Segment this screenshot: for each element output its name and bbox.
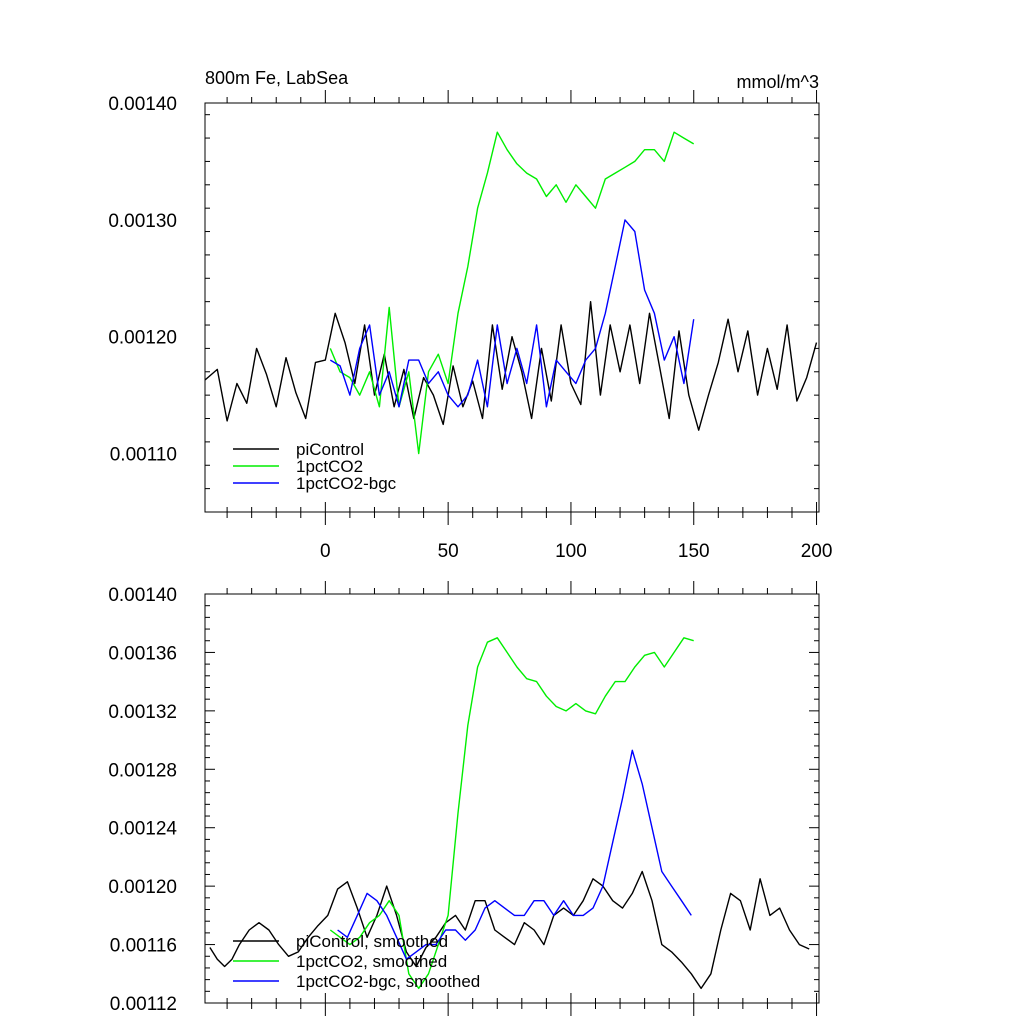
y-tick-label: 0.00136 bbox=[108, 643, 177, 664]
legend-label: 1pctCO2-bgc, smoothed bbox=[296, 972, 480, 991]
y-tick-label: 0.00112 bbox=[110, 994, 177, 1015]
bottom-chart-panel: 0.00112 0.00116 0.00120 0.00124 0.00128 0.001… bbox=[108, 581, 820, 1016]
chart-title: 800m Fe, LabSea bbox=[205, 68, 349, 88]
x-tick-label: 200 bbox=[801, 541, 833, 562]
units-label: mmol/m^3 bbox=[737, 72, 819, 92]
series-line-1pctCO2-bgc bbox=[329, 219, 695, 408]
y-tick-label: 0.00124 bbox=[108, 819, 177, 840]
series-line-1pctCO2-bgc bbox=[337, 749, 692, 960]
x-tick-label: 0 bbox=[320, 541, 331, 562]
y-tick-label: 0.00120 bbox=[108, 877, 177, 898]
series-line-piControl bbox=[204, 301, 818, 431]
legend-label: 1pctCO2-bgc bbox=[296, 474, 397, 493]
plot-frame bbox=[204, 593, 820, 1004]
y-tick-label: 0.00140 bbox=[108, 585, 177, 606]
x-tick-label: 50 bbox=[438, 541, 459, 562]
y-tick-label: 0.00140 bbox=[108, 94, 177, 115]
x-tick-label: 100 bbox=[555, 541, 587, 562]
y-tick-label: 0.00120 bbox=[108, 328, 177, 349]
top-chart-panel: 800m Fe, LabSea mmol/m^3 0.00110 0.00120 0.0… bbox=[108, 68, 832, 562]
series-line-1pctCO2 bbox=[329, 637, 694, 990]
y-tick-label: 0.00132 bbox=[108, 702, 177, 723]
series-line-piControl bbox=[209, 870, 810, 990]
legend-label: 1pctCO2, smoothed bbox=[296, 952, 447, 971]
y-tick-label: 0.00110 bbox=[110, 445, 177, 466]
x-tick-label: 150 bbox=[678, 541, 710, 562]
plot-frame bbox=[204, 102, 820, 513]
y-tick-label: 0.00116 bbox=[110, 936, 177, 957]
legend-label: piControl, smoothed bbox=[296, 932, 448, 951]
legend-label: piControl bbox=[296, 440, 364, 459]
series-line-1pctCO2 bbox=[329, 131, 695, 455]
y-tick-label: 0.00130 bbox=[108, 211, 177, 232]
y-tick-label: 0.00128 bbox=[108, 760, 177, 781]
legend-label: 1pctCO2 bbox=[296, 457, 363, 476]
